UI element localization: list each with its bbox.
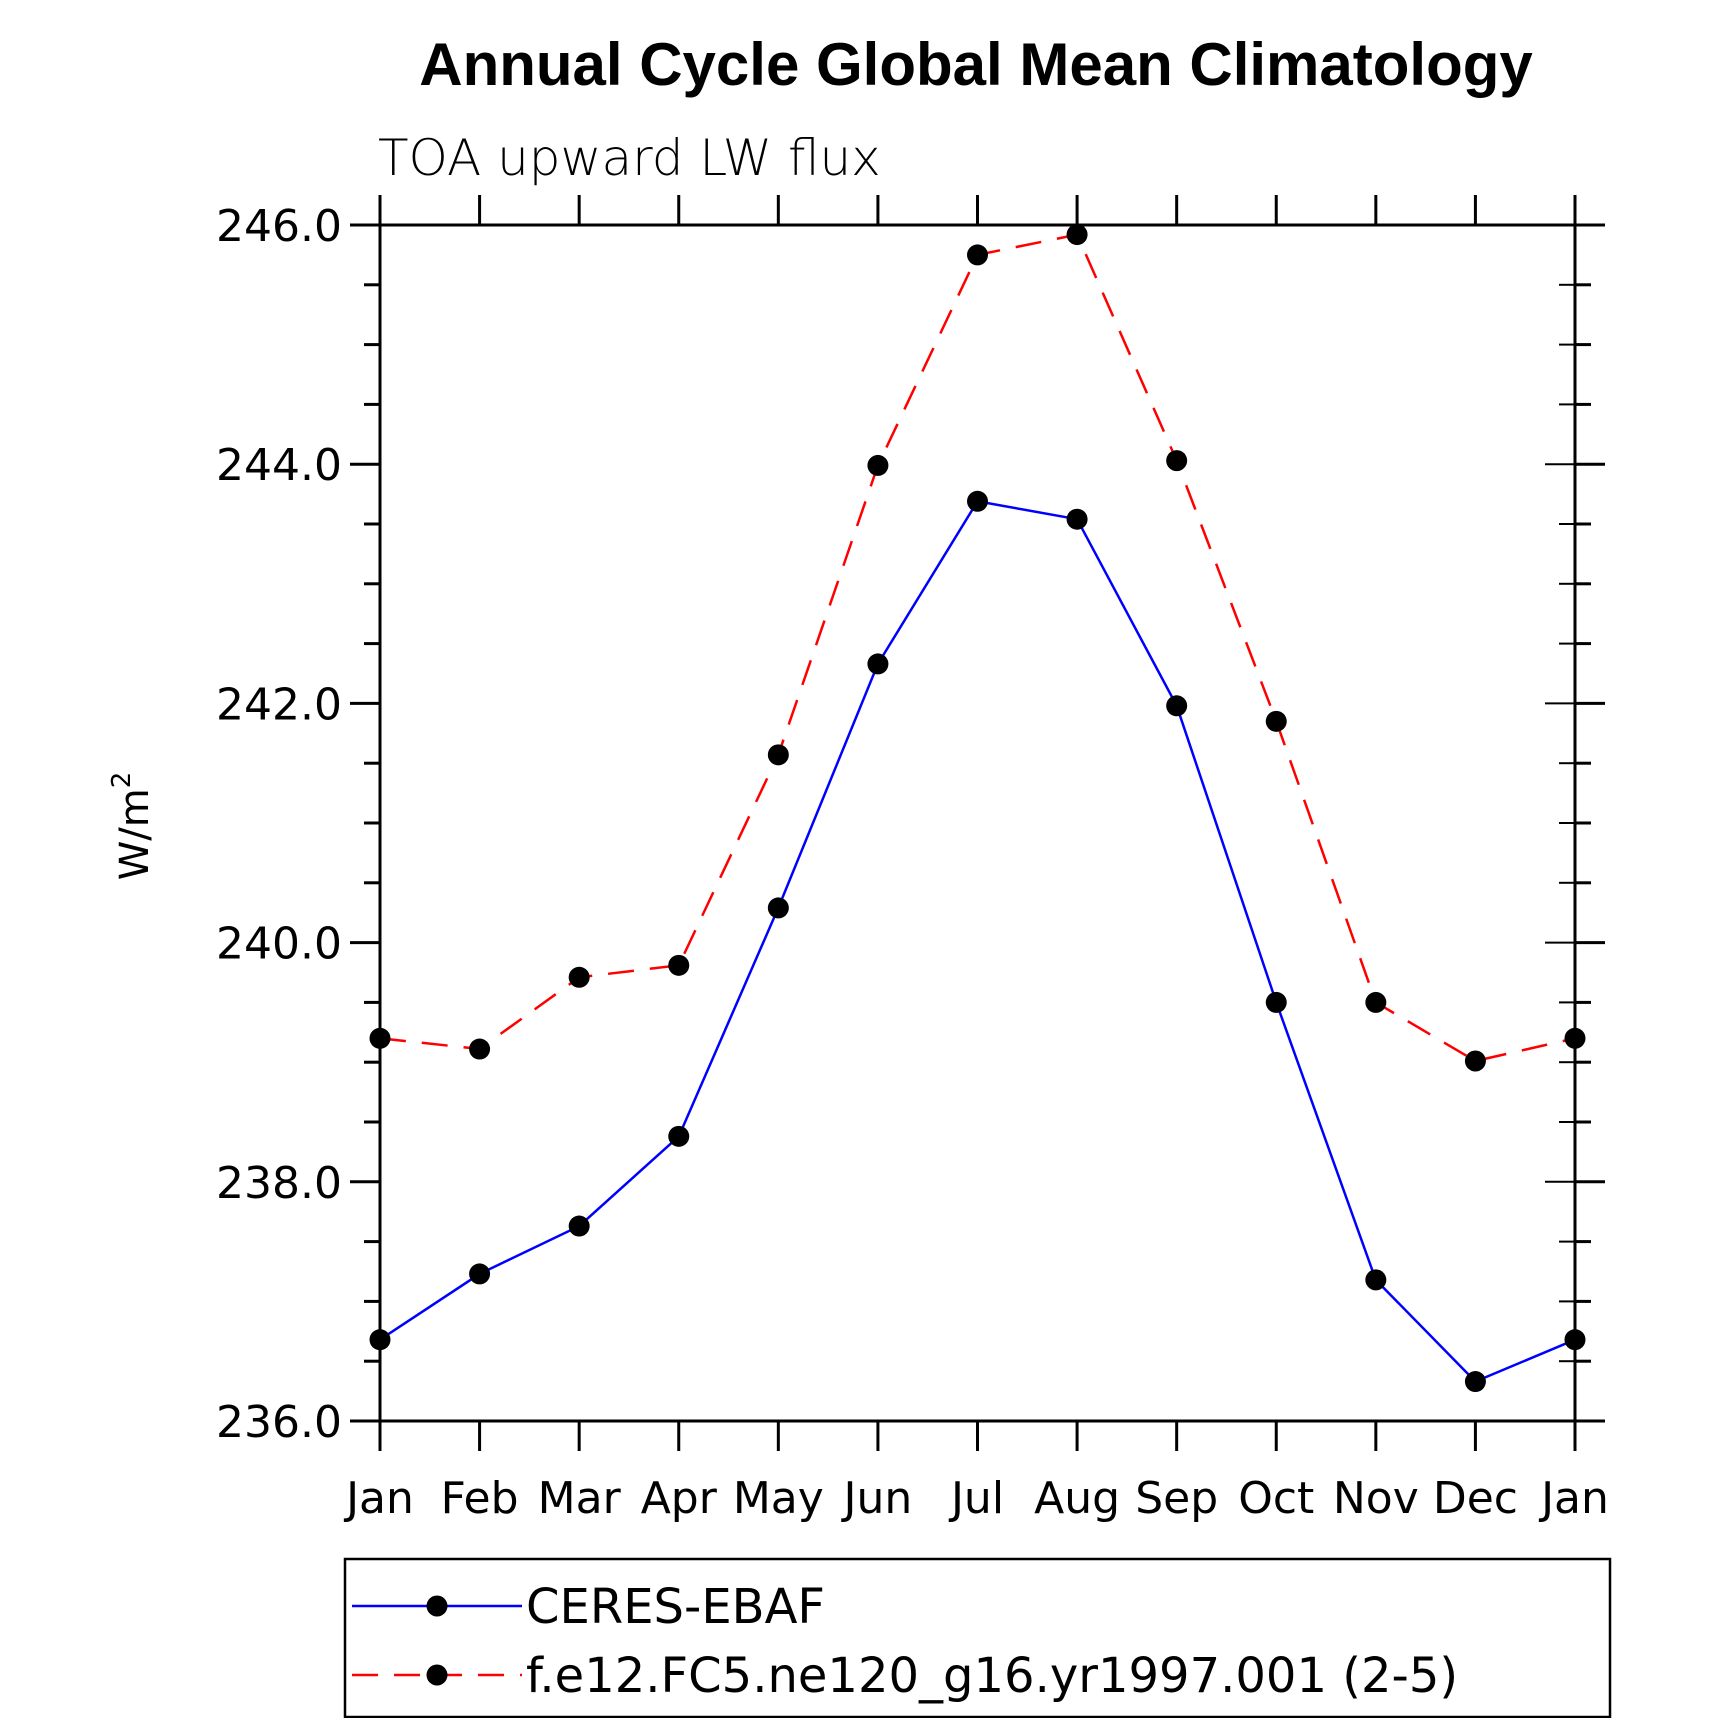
data-point (967, 244, 988, 266)
x-tick-label: Jan (343, 1473, 414, 1524)
y-axis-label-superscript: 2 (107, 772, 137, 789)
data-point (867, 454, 889, 476)
data-point (1365, 991, 1387, 1013)
legend-box (343, 1557, 1612, 1718)
data-point (568, 1215, 590, 1237)
data-point (867, 653, 889, 675)
legend-marker-0 (426, 1595, 448, 1617)
y-tick-label: 238.0 (216, 1158, 342, 1209)
y-tick-label: 236.0 (216, 1397, 342, 1448)
data-point (1265, 710, 1287, 732)
y-tick-label: 240.0 (216, 919, 342, 970)
x-tick-label: Jan (1538, 1473, 1609, 1524)
data-point (469, 1263, 491, 1285)
y-axis-label: W/m2 (107, 772, 158, 881)
axis-ticks (350, 195, 1605, 1451)
legend-label-0: CERES-EBAF (526, 1579, 825, 1635)
x-tick-label: Jun (841, 1473, 913, 1524)
data-point (1564, 1027, 1586, 1049)
chart-subtitle: TOA upward LW flux (378, 129, 881, 187)
series-layer (369, 224, 1586, 1393)
x-tick-label: Mar (538, 1473, 622, 1524)
y-tick-label: 242.0 (216, 679, 342, 730)
x-tick-label: Dec (1433, 1473, 1518, 1524)
x-tick-label: Jul (948, 1473, 1004, 1524)
data-point (1464, 1371, 1486, 1393)
x-tick-label: Feb (441, 1473, 519, 1524)
data-point (369, 1027, 391, 1049)
series-line-0 (379, 499, 1576, 1383)
data-point (1166, 695, 1188, 717)
legend: CERES-EBAF f.e12.FC5.ne120_g16.yr1997.001… (343, 1557, 1612, 1718)
x-tick-label: Aug (1034, 1473, 1120, 1524)
data-point (967, 490, 988, 512)
data-point (668, 1125, 690, 1147)
y-axis-label-text: W/m (112, 788, 158, 880)
data-point (1265, 991, 1287, 1013)
x-tick-label: Sep (1135, 1473, 1218, 1524)
x-tick-label: Nov (1333, 1473, 1419, 1524)
series-line-1 (379, 233, 1576, 1063)
data-point (668, 954, 690, 976)
data-point (369, 1329, 391, 1351)
plot-frame (378, 223, 1577, 1423)
chart-title: Annual Cycle Global Mean Climatology (419, 31, 1533, 98)
legend-marker-1 (426, 1664, 448, 1686)
y-tick-label: 246.0 (216, 201, 342, 252)
x-tick-label: May (733, 1473, 824, 1524)
x-tick-label: Oct (1238, 1473, 1314, 1524)
data-point (469, 1038, 491, 1060)
data-point (1166, 450, 1188, 472)
data-point (1464, 1050, 1486, 1072)
y-tick-labels: 236.0 238.0 240.0 242.0 244.0 246.0 (216, 201, 342, 1448)
legend-label-1: f.e12.FC5.ne120_g16.yr1997.001 (2-5) (526, 1648, 1458, 1704)
data-point (1066, 224, 1088, 246)
data-point (767, 744, 789, 766)
x-tick-labels: Jan Feb Mar Apr May Jun Jul Aug Sep Oct Nov Dec Jan (343, 1473, 1609, 1524)
y-tick-label: 244.0 (216, 440, 342, 491)
data-point (1066, 508, 1088, 530)
data-point (1564, 1329, 1586, 1351)
svg-text:W/m2: W/m2 (107, 772, 158, 881)
data-point (767, 897, 789, 919)
data-point (1365, 1269, 1387, 1291)
data-point (568, 966, 590, 988)
x-tick-label: Apr (641, 1473, 718, 1524)
